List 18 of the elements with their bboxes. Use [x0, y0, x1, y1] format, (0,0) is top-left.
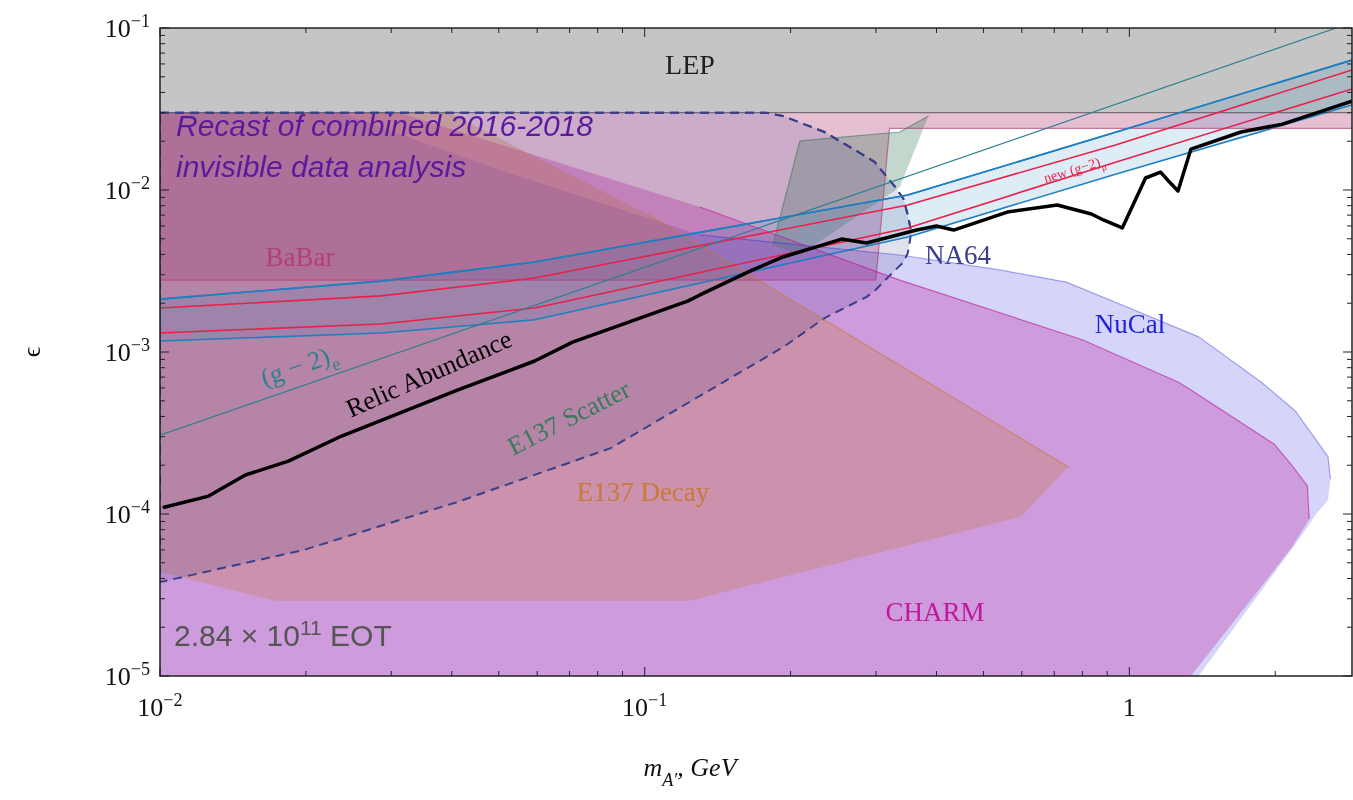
y-axis-title: ϵ: [17, 346, 46, 358]
series-label: NA64: [925, 240, 992, 271]
annotation: Recast of combined 2016-2018 invisible data analysis: [176, 109, 594, 183]
y-tick-label: 10$^{−2}$: [104, 173, 150, 205]
series-label: NuCal: [1094, 309, 1166, 340]
y-tick-label: 10$^{−1}$: [104, 11, 150, 43]
y-tick-label: 10$^{−4}$: [104, 497, 150, 529]
text: E137 Scatter: [502, 374, 636, 461]
x-tick-label: 10$^{−1}$: [621, 690, 668, 722]
x-tick-label: 10$^{−2}$: [137, 690, 183, 722]
annotation: 2.84 × 10$^{11}$ EOT: [174, 615, 392, 652]
y-tick-label: 10$^{−3}$: [104, 335, 150, 367]
text: E137 Decay: [576, 477, 710, 508]
y-tick-label: 10$^{−5}$: [104, 659, 150, 691]
x-tick-label: 1: [1122, 693, 1136, 722]
text: CHARM: [885, 597, 985, 628]
x-axis-title: m$_{A′}$, GeV: [643, 753, 740, 790]
legend-label: LEP: [665, 49, 715, 81]
